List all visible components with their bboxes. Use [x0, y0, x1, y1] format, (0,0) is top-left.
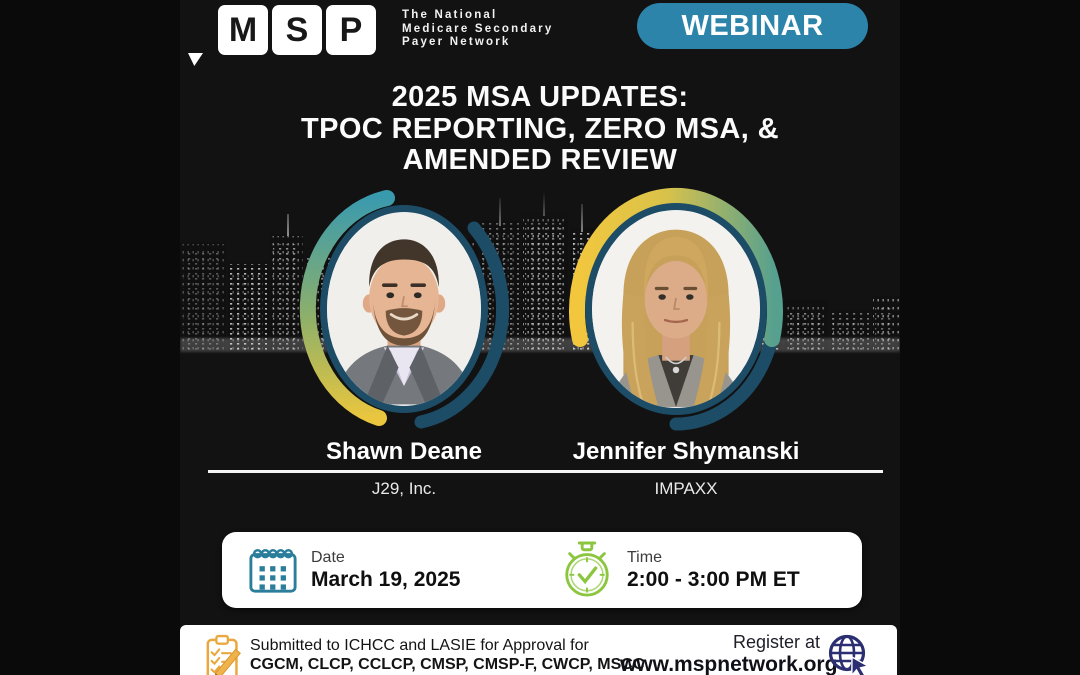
- speech-bubble-tail-icon: [188, 53, 203, 66]
- tagline-line-2: Medicare Secondary: [402, 22, 554, 35]
- speaker1-photo: [320, 205, 488, 413]
- msp-logo-letter-s: S: [272, 5, 322, 55]
- time-text: Time 2:00 - 3:00 PM ET: [627, 548, 800, 592]
- date-text: Date March 19, 2025: [311, 548, 460, 592]
- title-line-2: TPOC REPORTING, ZERO MSA, &: [300, 112, 780, 145]
- divider-line: [208, 470, 883, 473]
- title-line-1: 2025 MSA UPDATES:: [391, 81, 689, 113]
- globe-cursor-icon: [826, 632, 872, 675]
- time-label: Time: [627, 549, 662, 566]
- speaker1-arc-decoration: [299, 190, 510, 429]
- msp-logo-letter-m: M: [218, 5, 268, 55]
- msp-logo: M S P: [218, 5, 376, 55]
- tagline-line-1: The National: [402, 9, 498, 21]
- webinar-title: 2025 MSA UPDATES: TPOC REPORTING, ZERO M…: [180, 81, 900, 177]
- title-line-3: AMENDED REVIEW: [402, 144, 678, 176]
- speaker2-photo: [585, 203, 767, 415]
- approval-line-2: CGCM, CLCP, CCLCP, CMSP, CMSP-F, CWCP, M…: [250, 656, 645, 673]
- register-block: Register at www.mspnetwork.org: [620, 632, 838, 675]
- speaker2-portrait-illustration: [592, 211, 760, 408]
- msp-logo-letter-p: P: [326, 5, 376, 55]
- speaker2-name: Jennifer Shymanski: [572, 438, 800, 465]
- register-label: Register at: [732, 632, 820, 652]
- approval-line-1: Submitted to ICHCC and LASIE for Approva…: [250, 637, 589, 654]
- date-time-bar: Date March 19, 2025: [222, 532, 862, 608]
- speaker1-portrait-illustration: [327, 213, 481, 405]
- register-url[interactable]: www.mspnetwork.org: [620, 653, 838, 675]
- stopwatch-icon: [565, 541, 609, 597]
- date-group: Date March 19, 2025: [248, 532, 460, 608]
- time-value: 2:00 - 3:00 PM ET: [627, 568, 800, 591]
- date-label: Date: [311, 549, 345, 566]
- date-value: March 19, 2025: [311, 568, 461, 591]
- tagline-line-3: Payer Network: [402, 36, 511, 48]
- footer-bar: Submitted to ICHCC and LASIE for Approva…: [180, 625, 897, 675]
- brand-tagline: The National Medicare Secondary Payer Ne…: [402, 9, 553, 50]
- speaker2-org: IMPAXX: [654, 479, 718, 498]
- clipboard-checklist-icon: [204, 633, 246, 675]
- time-group: Time 2:00 - 3:00 PM ET: [560, 532, 800, 608]
- webinar-flyer: M S P The National Medicare Secondary Pa…: [180, 0, 900, 675]
- city-skyline-background: [180, 192, 900, 448]
- speaker1-name: Shawn Deane: [325, 438, 483, 465]
- approval-text: Submitted to ICHCC and LASIE for Approva…: [250, 636, 644, 675]
- speaker2-arc-decoration: [569, 187, 783, 431]
- calendar-icon: [249, 548, 297, 593]
- webinar-badge: WEBINAR: [637, 3, 868, 49]
- speaker1-org: J29, Inc.: [371, 479, 437, 498]
